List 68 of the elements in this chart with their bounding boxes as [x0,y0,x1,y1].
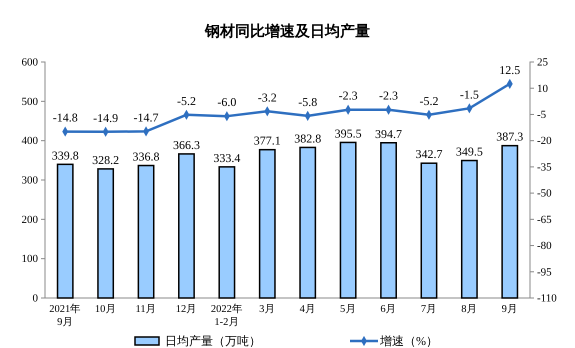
y-tick-label: 0 [32,292,38,305]
y-tick-label: 400 [22,135,38,148]
bar [138,164,154,299]
bar [501,144,518,299]
data-label: -5.2 [419,94,438,108]
y2-tick-label: -50 [537,188,552,200]
bar [218,166,236,299]
x-tick-label: 8月 [461,303,478,315]
data-label: 377.1 [254,134,281,148]
data-label: -2.3 [338,88,358,103]
data-label: -14.9 [93,110,118,125]
y2-tick-label: -5 [537,108,547,121]
data-label: 382.8 [294,131,322,146]
chart-title: 钢材同比增速及日均产量 [204,23,370,40]
data-label: 328.2 [92,152,120,167]
x-tick-label: 12月 [176,303,198,315]
data-label: -1.5 [460,87,479,102]
x-tick-label: 7月 [420,303,438,315]
x-tick-label: 6月 [380,303,397,315]
x-tick-label: 2021年 9月 [49,303,82,328]
y2-tick-label: -95 [537,266,552,278]
y2-tick-label: -110 [537,292,558,305]
x-tick-label: 3月 [259,303,276,315]
bar [258,148,276,299]
y2-tick-label: -65 [537,214,552,226]
y-tick-label: 500 [22,96,38,108]
data-label: -6.0 [217,95,236,110]
y-tick-label: 300 [22,174,38,187]
data-label: -14.7 [134,110,159,124]
y2-tick-label: -20 [537,135,552,148]
bar [340,142,357,299]
bar [56,164,74,299]
data-label: 394.7 [375,126,402,141]
bar [380,142,397,299]
legend-label: 增速（%） [379,334,438,348]
x-tick-label: 5月 [340,303,356,315]
data-label: -2.3 [379,88,398,103]
y2-tick-label: 25 [537,56,548,69]
bar [420,162,438,299]
data-label: 349.5 [456,144,483,159]
data-label: 339.8 [52,148,79,162]
data-label: 342.7 [415,147,442,162]
data-label: 333.4 [213,150,240,165]
data-label: 395.5 [334,126,362,140]
x-tick-label: 4月 [300,303,316,315]
x-tick-label: 11月 [135,303,157,315]
bar [460,160,478,299]
y2-tick-label: -80 [537,240,552,252]
y-tick-label: 200 [22,214,38,226]
bar [178,153,195,299]
data-label: 336.8 [132,150,160,164]
y2-tick-label: -35 [537,161,552,174]
y2-tick-label: 10 [537,82,548,95]
x-tick-label: 2022年 1-2月 [210,303,243,328]
data-label: 12.5 [499,62,520,77]
data-label: 366.3 [172,138,200,152]
legend-label: 日均产量（万吨） [165,334,261,348]
y-tick-label: 600 [22,56,38,69]
data-label: -5.2 [176,94,196,108]
x-tick-label: 9月 [502,303,518,315]
data-label: -3.2 [258,90,277,104]
bar [97,168,114,299]
data-label: -14.8 [52,110,78,125]
data-label: 387.3 [496,130,524,144]
x-tick-label: 10月 [94,303,116,315]
y-tick-label: 100 [22,253,38,266]
data-label: -5.8 [298,94,318,109]
bar [299,146,316,299]
